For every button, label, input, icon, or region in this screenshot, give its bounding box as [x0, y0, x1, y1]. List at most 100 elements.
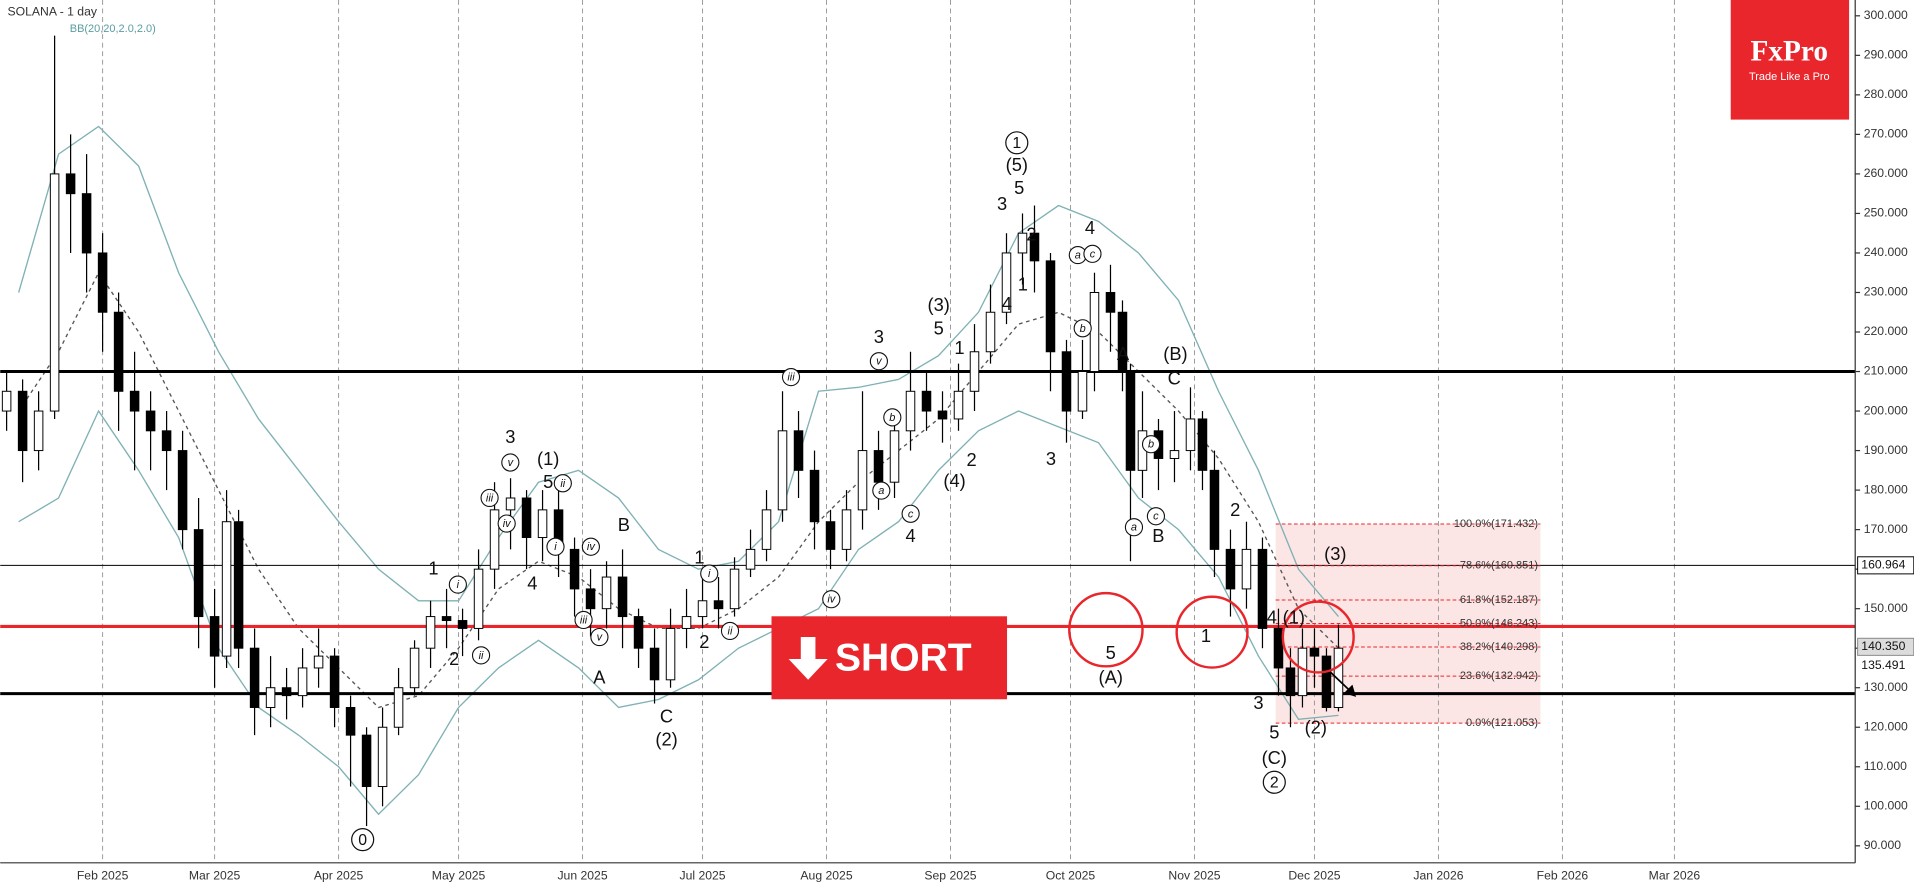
minor-wave-label: v: [876, 356, 883, 368]
candle-body: [425, 616, 436, 649]
candle-body: [1125, 371, 1136, 471]
candle-body: [233, 521, 244, 649]
candle-body: [409, 647, 420, 689]
wave-circle: [590, 627, 609, 647]
minor-wave-label: a: [1131, 522, 1137, 534]
price-label: 140.350: [1861, 639, 1905, 653]
y-tick-label: 270.000: [1864, 127, 1908, 141]
candle-body: [681, 616, 692, 629]
candle-body: [1061, 351, 1072, 412]
y-tick-label: 130.000: [1864, 680, 1908, 694]
wave-circle: [872, 481, 891, 500]
wave-label: 5: [1269, 721, 1279, 742]
wave-circle: [501, 453, 520, 472]
candle-body: [17, 390, 28, 452]
candle-body: [145, 410, 156, 432]
candle-body: [953, 390, 964, 420]
wave-label: (3): [1324, 543, 1346, 564]
candle-body: [193, 529, 204, 618]
minor-wave-label: c: [1153, 511, 1159, 523]
wave-circle: [869, 352, 888, 371]
fib-label: 78.6%(160.851): [1460, 560, 1538, 572]
candle-body: [161, 430, 172, 452]
candle-body: [825, 521, 836, 550]
candle-body: [1241, 548, 1252, 590]
wave-circle: [480, 488, 499, 508]
y-tick-label: 220.000: [1864, 324, 1908, 338]
minor-wave-label: ii: [560, 478, 565, 490]
wave-circle: [901, 504, 920, 523]
candle-body: [1045, 260, 1056, 353]
candle-body: [345, 706, 356, 736]
candle-body: [1117, 311, 1128, 373]
wave-circle: [1262, 770, 1286, 794]
wave-circle: [720, 621, 740, 641]
candle-body: [1169, 450, 1180, 459]
x-tick-label: Feb 2025: [77, 868, 129, 882]
candle-body: [601, 576, 612, 610]
wave-circle: [700, 564, 719, 583]
candle-body: [221, 521, 232, 657]
candle-body: [729, 568, 740, 610]
candle-body: [1285, 667, 1296, 697]
candle-body: [1297, 647, 1308, 697]
major-wave-label: 0: [358, 832, 367, 849]
wave-label: 2: [967, 449, 977, 470]
candle-body: [649, 647, 660, 681]
wave-circle: [546, 537, 565, 556]
minor-wave-label: ii: [728, 625, 733, 637]
candle-body: [377, 726, 388, 788]
wave-circle: [883, 408, 902, 427]
minor-wave-label: iii: [787, 372, 795, 384]
bollinger-upper: [18, 125, 1340, 617]
major-wave-label: 2: [1270, 775, 1279, 792]
minor-wave-label: c: [1090, 248, 1096, 260]
x-tick-label: Oct 2025: [1046, 868, 1096, 882]
candle-body: [313, 655, 324, 669]
y-tick-label: 280.000: [1864, 87, 1908, 101]
fib-label: 61.8%(152.187): [1460, 594, 1538, 606]
wave-circle: [1005, 131, 1029, 155]
wave-label: 1: [428, 558, 438, 579]
y-tick-label: 90.000: [1864, 838, 1901, 852]
candle-body: [1197, 418, 1208, 471]
candle-body: [569, 548, 580, 590]
candle-body: [633, 616, 644, 649]
x-tick-label: Jun 2025: [557, 868, 607, 882]
y-tick-label: 170.000: [1864, 522, 1908, 536]
y-tick-label: 190.000: [1864, 443, 1908, 457]
candle-body: [921, 390, 932, 412]
wave-label: 1: [1201, 625, 1211, 646]
wave-label: 4: [1267, 607, 1277, 628]
candle-body: [113, 311, 124, 392]
x-tick-label: Jan 2026: [1413, 868, 1463, 882]
wave-label: 1: [694, 547, 704, 568]
y-tick-label: 240.000: [1864, 245, 1908, 259]
x-tick-label: Dec 2025: [1288, 868, 1340, 882]
candle-body: [361, 734, 372, 788]
wave-circle: [574, 610, 593, 630]
candle-body: [1017, 232, 1028, 254]
y-tick-label: 230.000: [1864, 285, 1908, 299]
wave-circle: [781, 368, 801, 387]
candle-body: [521, 497, 532, 539]
candle-body: [857, 450, 868, 511]
wave-label: 2: [1026, 223, 1036, 244]
y-tick-label: 150.000: [1864, 601, 1908, 615]
wave-circle: [822, 590, 841, 609]
logo-tagline: Trade Like a Pro: [1749, 71, 1830, 83]
candle-body: [265, 687, 276, 708]
highlight-circle: [1175, 595, 1249, 669]
candle-body: [1273, 627, 1284, 669]
fib-label: 0.0%(121.053): [1466, 717, 1538, 729]
candle-body: [1185, 418, 1196, 452]
minor-wave-label: iv: [503, 518, 512, 530]
y-tick-label: 260.000: [1864, 166, 1908, 180]
candle-body: [585, 588, 596, 610]
candle-body: [745, 548, 756, 570]
wave-label: 3: [505, 426, 515, 447]
wave-label: (1): [1283, 607, 1305, 628]
candle-body: [97, 252, 108, 313]
wave-label: (2): [655, 729, 677, 750]
